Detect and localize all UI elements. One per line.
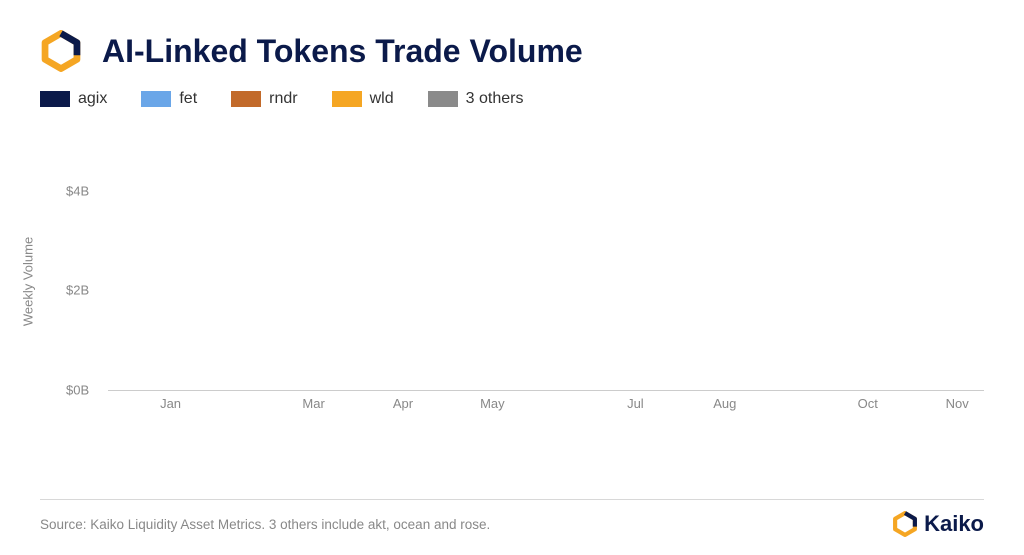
brand-text: Kaiko [924, 511, 984, 537]
legend-item: agix [40, 90, 107, 108]
source-text: Source: Kaiko Liquidity Asset Metrics. 3… [40, 517, 490, 532]
footer-divider [40, 499, 984, 500]
x-tick-label: Apr [393, 396, 413, 411]
y-tick-label: $4B [66, 183, 89, 198]
legend-item: fet [141, 90, 197, 108]
kaiko-logo-icon [892, 511, 918, 537]
footer: Source: Kaiko Liquidity Asset Metrics. 3… [40, 511, 984, 537]
x-axis: Jan Mar Apr May Jul Aug Oct Nov [108, 391, 984, 416]
bars-container [108, 131, 984, 390]
chart-title: AI-Linked Tokens Trade Volume [102, 33, 583, 70]
legend-label: rndr [269, 90, 297, 108]
legend-label: agix [78, 90, 107, 108]
header: AI-Linked Tokens Trade Volume [0, 0, 1024, 90]
x-tick-label: Mar [302, 396, 324, 411]
chart: Weekly Volume $0B$2B$4B JanMarAprMayJulA… [40, 131, 984, 416]
x-tick-label: May [480, 396, 505, 411]
legend-item: 3 others [428, 90, 524, 108]
legend-swatch [40, 91, 70, 107]
y-tick-label: $0B [66, 383, 89, 398]
y-tick-label: $2B [66, 283, 89, 298]
y-axis-label: Weekly Volume [21, 236, 36, 325]
x-tick-label: Oct [858, 396, 878, 411]
x-tick-label: Aug [713, 396, 736, 411]
brand: Kaiko [892, 511, 984, 537]
legend-label: fet [179, 90, 197, 108]
x-tick-label: Jul [627, 396, 644, 411]
kaiko-logo-icon [40, 30, 82, 72]
legend-label: 3 others [466, 90, 524, 108]
legend-swatch [332, 91, 362, 107]
legend-swatch [141, 91, 171, 107]
legend-item: rndr [231, 90, 297, 108]
x-tick-label: Nov [946, 396, 969, 411]
x-tick-label: Jan [160, 396, 181, 411]
plot-area: $0B$2B$4B [108, 131, 984, 391]
legend-swatch [428, 91, 458, 107]
legend-swatch [231, 91, 261, 107]
legend-item: wld [332, 90, 394, 108]
legend-label: wld [370, 90, 394, 108]
legend: agix fet rndr wld 3 others [0, 90, 1024, 116]
